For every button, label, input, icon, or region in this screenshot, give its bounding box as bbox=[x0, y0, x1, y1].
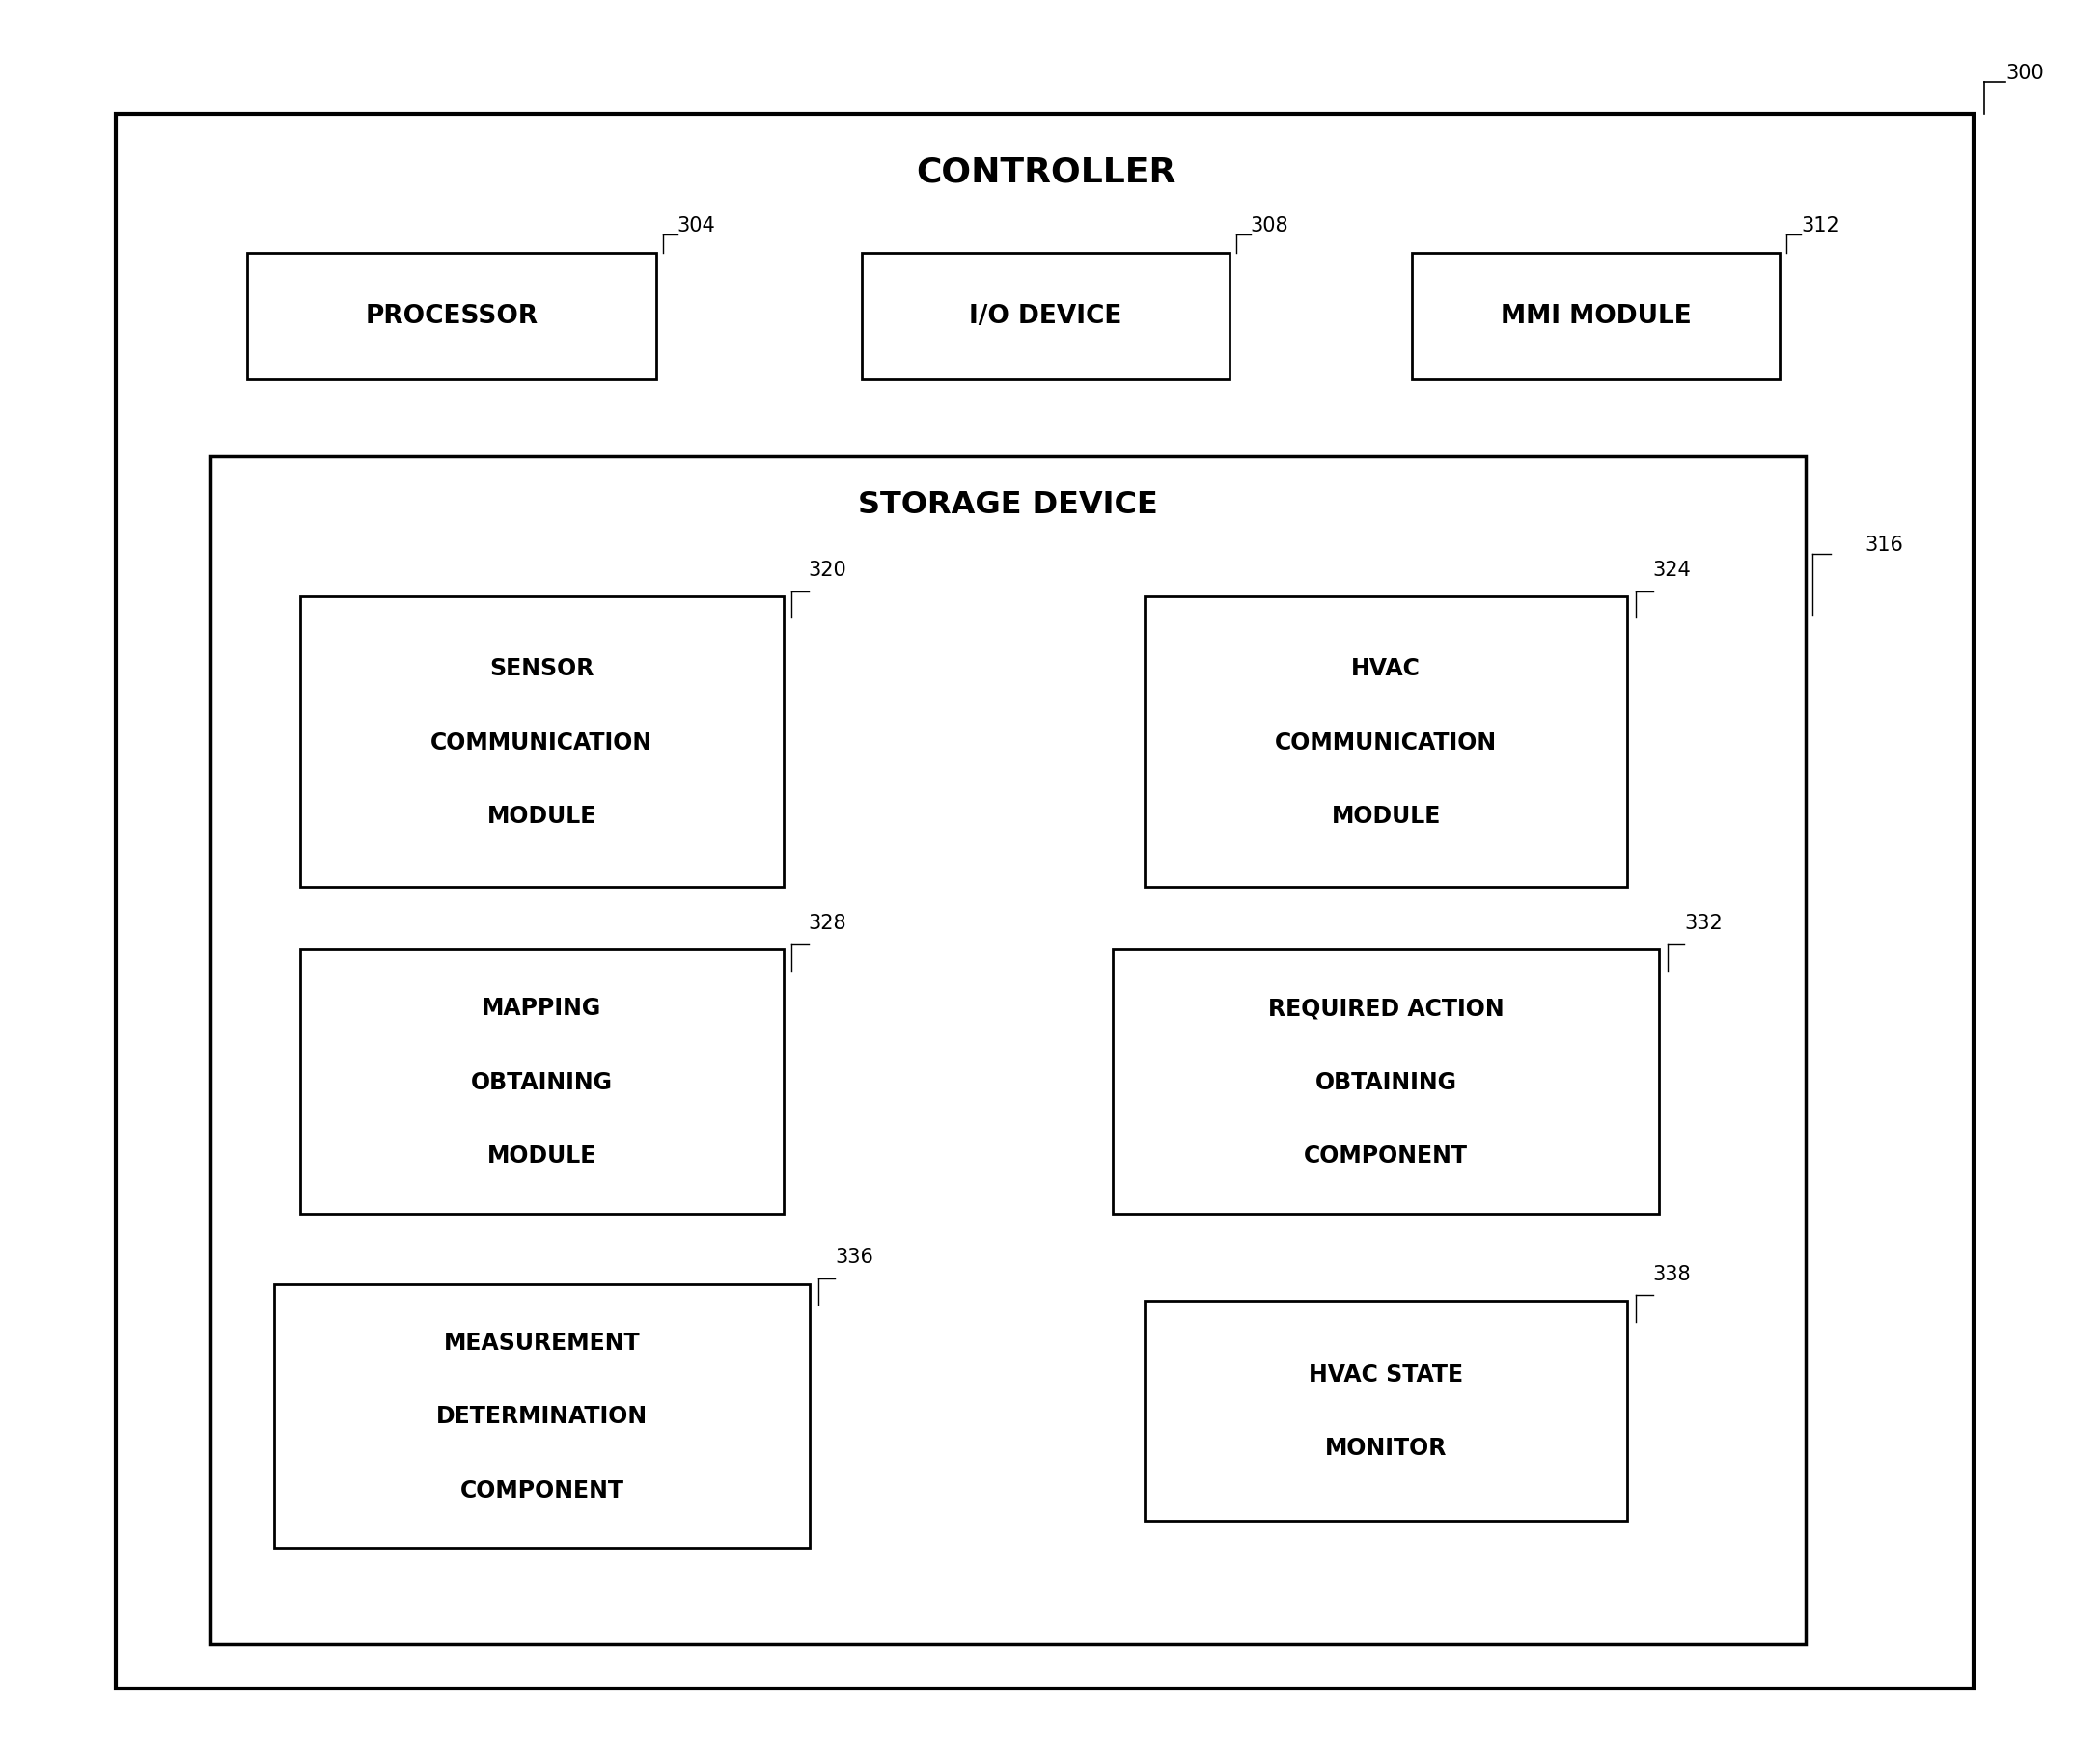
Text: REQUIRED ACTION: REQUIRED ACTION bbox=[1268, 996, 1504, 1020]
Text: MONITOR: MONITOR bbox=[1325, 1435, 1447, 1460]
Text: MAPPING: MAPPING bbox=[481, 996, 603, 1020]
Text: 312: 312 bbox=[1802, 216, 1840, 236]
Text: MMI MODULE: MMI MODULE bbox=[1502, 304, 1690, 329]
Text: MODULE: MODULE bbox=[487, 804, 596, 828]
Text: STORAGE DEVICE: STORAGE DEVICE bbox=[859, 491, 1157, 519]
FancyBboxPatch shape bbox=[248, 253, 655, 380]
Text: 332: 332 bbox=[1684, 913, 1722, 932]
Text: 338: 338 bbox=[1653, 1265, 1691, 1284]
Text: OBTAINING: OBTAINING bbox=[470, 1069, 613, 1094]
Text: HVAC STATE: HVAC STATE bbox=[1308, 1361, 1464, 1386]
Text: 300: 300 bbox=[2006, 63, 2043, 83]
FancyBboxPatch shape bbox=[210, 457, 1806, 1645]
FancyBboxPatch shape bbox=[1144, 1302, 1628, 1520]
Text: DETERMINATION: DETERMINATION bbox=[437, 1404, 647, 1428]
Text: PROCESSOR: PROCESSOR bbox=[365, 304, 538, 329]
Text: OBTAINING: OBTAINING bbox=[1315, 1069, 1457, 1094]
FancyBboxPatch shape bbox=[273, 1284, 811, 1548]
FancyBboxPatch shape bbox=[116, 114, 1974, 1689]
Text: I/O DEVICE: I/O DEVICE bbox=[970, 304, 1121, 329]
Text: COMPONENT: COMPONENT bbox=[1304, 1143, 1468, 1168]
FancyBboxPatch shape bbox=[1411, 253, 1779, 380]
Text: MODULE: MODULE bbox=[487, 1143, 596, 1168]
Text: SENSOR: SENSOR bbox=[489, 656, 594, 681]
FancyBboxPatch shape bbox=[300, 950, 783, 1214]
Text: 324: 324 bbox=[1653, 561, 1691, 580]
Text: MEASUREMENT: MEASUREMENT bbox=[443, 1330, 640, 1354]
Text: 328: 328 bbox=[808, 913, 846, 932]
FancyBboxPatch shape bbox=[861, 253, 1228, 380]
Text: MODULE: MODULE bbox=[1331, 804, 1441, 828]
Text: 316: 316 bbox=[1865, 535, 1903, 554]
Text: 336: 336 bbox=[836, 1247, 874, 1266]
Text: COMMUNICATION: COMMUNICATION bbox=[430, 730, 653, 755]
FancyBboxPatch shape bbox=[1144, 598, 1628, 888]
Text: 320: 320 bbox=[808, 561, 846, 580]
Text: HVAC: HVAC bbox=[1350, 656, 1422, 681]
Text: 308: 308 bbox=[1252, 216, 1289, 236]
Text: COMPONENT: COMPONENT bbox=[460, 1478, 624, 1502]
FancyBboxPatch shape bbox=[300, 598, 783, 888]
FancyBboxPatch shape bbox=[1113, 950, 1659, 1214]
Text: COMMUNICATION: COMMUNICATION bbox=[1275, 730, 1497, 755]
Text: CONTROLLER: CONTROLLER bbox=[916, 157, 1176, 188]
Text: 304: 304 bbox=[676, 216, 716, 236]
